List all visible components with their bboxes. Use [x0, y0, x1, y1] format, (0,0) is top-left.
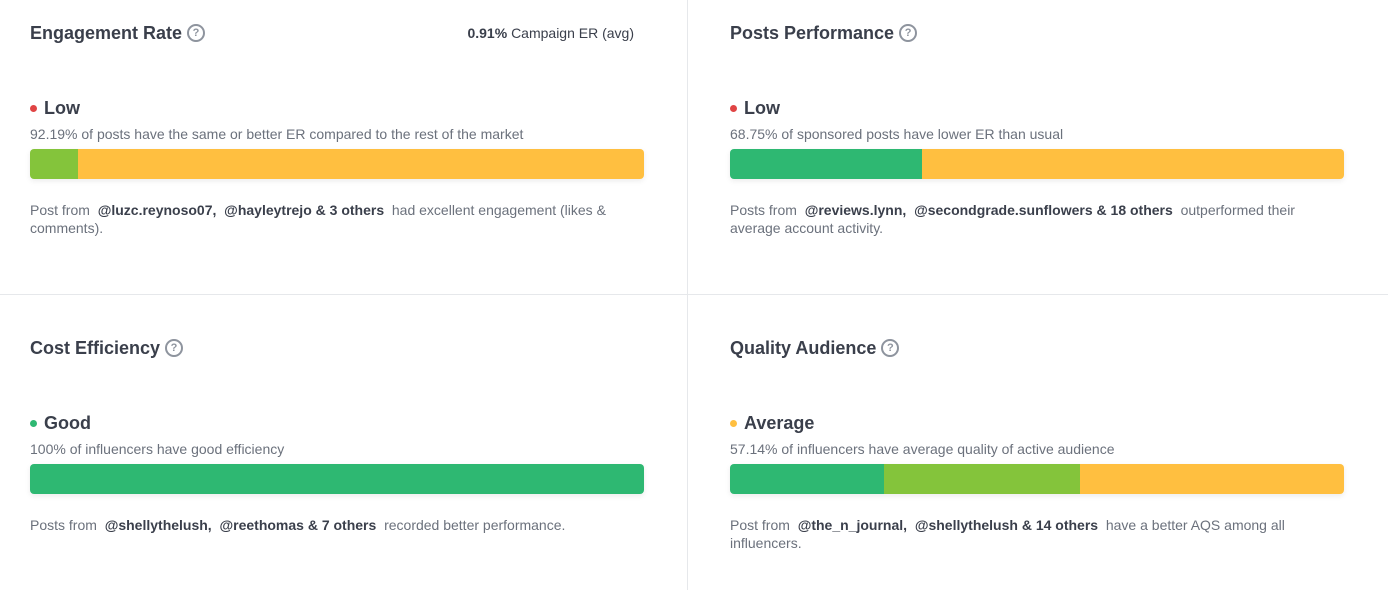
footer-suffix: outperformed their average account activ… — [730, 202, 1295, 236]
status-indicator: Low — [730, 96, 1346, 120]
card-quality-audience: Quality Audience ? Average 57.14% of inf… — [730, 335, 1346, 552]
progress-bar-segment — [77, 149, 644, 179]
card-description: 100% of influencers have good efficiency — [30, 441, 285, 457]
card-title: Cost Efficiency — [30, 337, 161, 358]
progress-bar-segment — [730, 149, 922, 179]
mention-link[interactable]: @shellythelush, — [104, 517, 212, 533]
status-indicator: Good — [30, 411, 646, 435]
progress-bar — [30, 464, 644, 494]
card-footer: Posts from @shellythelush, @reethomas & … — [30, 516, 640, 534]
card-description: 68.75% of sponsored posts have lower ER … — [730, 126, 1064, 142]
card-footer: Posts from @reviews.lynn, @secondgrade.s… — [730, 201, 1340, 237]
progress-bar — [730, 464, 1344, 494]
mention-link[interactable]: @hayleytrejo & 3 others — [224, 202, 385, 218]
card-description: 92.19% of posts have the same or better … — [30, 126, 524, 142]
question-circle-icon[interactable]: ? — [881, 339, 900, 357]
status-dot — [30, 104, 37, 112]
footer-suffix: have a better AQS among all influencers. — [730, 517, 1285, 551]
card-title: Posts Performance — [730, 22, 895, 43]
divider-horizontal — [0, 294, 1388, 295]
status-dot — [30, 419, 37, 427]
status-dot — [730, 419, 737, 427]
progress-bar-segment — [921, 149, 1344, 179]
card-engagement-rate: Engagement Rate ? 0.91% Campaign ER (avg… — [30, 20, 646, 237]
card-header: Quality Audience ? — [730, 335, 1346, 361]
status-label: Low — [744, 97, 780, 118]
card-posts-performance: Posts Performance ? Low 68.75% of sponso… — [730, 20, 1346, 237]
status-label: Low — [44, 97, 80, 118]
progress-bar-segment — [730, 464, 884, 494]
progress-bar-segment — [30, 149, 78, 179]
status-indicator: Average — [730, 411, 1346, 435]
footer-suffix: recorded better performance. — [384, 517, 566, 533]
card-footer: Post from @the_n_journal, @shellythelush… — [730, 516, 1340, 552]
progress-bar-segment — [30, 464, 644, 494]
card-header: Engagement Rate ? 0.91% Campaign ER (avg… — [30, 20, 646, 46]
progress-bar-segment — [1079, 464, 1344, 494]
card-header: Cost Efficiency ? — [30, 335, 646, 361]
status-indicator: Low — [30, 96, 646, 120]
mention-link[interactable]: @luzc.reynoso07, — [97, 202, 217, 218]
footer-prefix: Post from — [30, 202, 90, 218]
card-description: 57.14% of influencers have average quali… — [730, 441, 1115, 457]
progress-bar-segment — [883, 464, 1080, 494]
card-cost-efficiency: Cost Efficiency ? Good 100% of influence… — [30, 335, 646, 534]
mention-link[interactable]: @secondgrade.sunflowers & 18 others — [914, 202, 1173, 218]
card-header: Posts Performance ? — [730, 20, 1346, 46]
card-title: Quality Audience — [730, 337, 877, 358]
footer-prefix: Post from — [730, 517, 790, 533]
footer-prefix: Posts from — [30, 517, 97, 533]
mention-link[interactable]: @reethomas & 7 others — [219, 517, 377, 533]
mention-link[interactable]: @reviews.lynn, — [804, 202, 907, 218]
footer-prefix: Posts from — [730, 202, 797, 218]
question-circle-icon[interactable]: ? — [165, 339, 184, 357]
question-circle-icon[interactable]: ? — [899, 24, 918, 42]
campaign-er-label: Campaign ER (avg) — [511, 25, 634, 41]
divider-vertical — [687, 0, 688, 590]
mention-link[interactable]: @the_n_journal, — [797, 517, 908, 533]
status-label: Average — [744, 412, 815, 433]
campaign-er-value: 0.91% — [467, 25, 508, 41]
question-circle-icon[interactable]: ? — [187, 24, 206, 42]
card-title: Engagement Rate — [30, 22, 183, 43]
progress-bar — [730, 149, 1344, 179]
status-dot — [730, 104, 737, 112]
mention-link[interactable]: @shellythelush & 14 others — [914, 517, 1099, 533]
status-label: Good — [44, 412, 91, 433]
campaign-er: 0.91% Campaign ER (avg) — [467, 25, 634, 41]
card-footer: Post from @luzc.reynoso07, @hayleytrejo … — [30, 201, 640, 237]
progress-bar — [30, 149, 644, 179]
footer-suffix: had excellent engagement (likes & commen… — [30, 202, 606, 236]
